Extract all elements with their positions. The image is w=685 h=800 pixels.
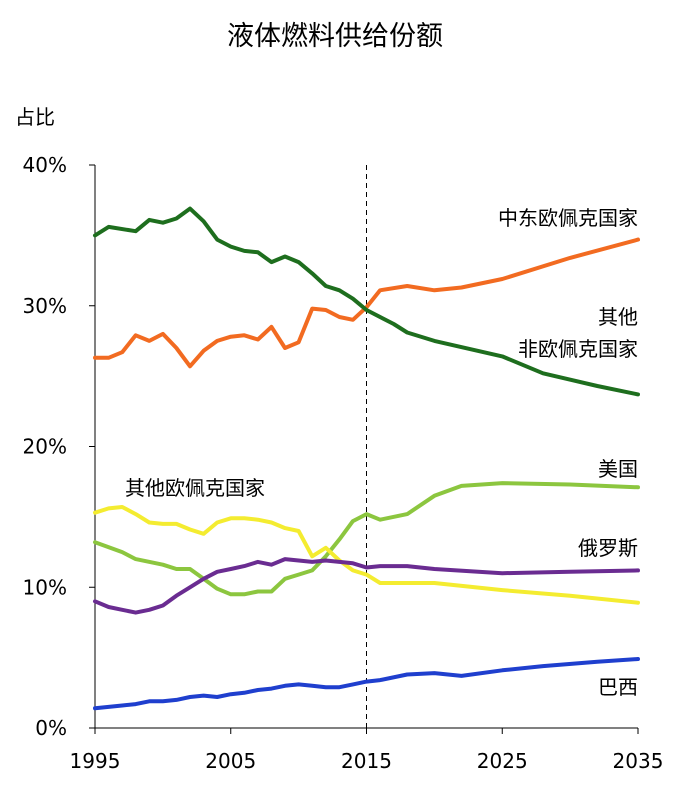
series-line-4 [93, 557, 640, 615]
series-label-3: 其他欧佩克国家 [125, 476, 265, 500]
y-tick-label: 10% [23, 575, 67, 599]
chart-title: 液体燃料供给份额 [227, 21, 443, 52]
y-tick-label: 30% [23, 294, 67, 318]
series-label-1: 其他 [598, 305, 638, 329]
series-line-0 [93, 237, 640, 369]
y-tick-label: 20% [23, 435, 67, 459]
series-line-5 [93, 657, 640, 711]
x-tick-label: 2025 [477, 749, 528, 773]
series-label-1: 非欧佩克国家 [518, 337, 638, 361]
x-tick-label: 2005 [205, 749, 256, 773]
series-line-1 [93, 206, 640, 397]
y-tick-label: 0% [35, 716, 67, 740]
x-tick-label: 1995 [70, 749, 121, 773]
series-label-5: 巴西 [598, 675, 638, 699]
series-label-0: 中东欧佩克国家 [498, 206, 638, 230]
x-tick-label: 2035 [613, 749, 664, 773]
x-tick-label: 2015 [341, 749, 392, 773]
series-label-4: 俄罗斯 [578, 536, 638, 560]
y-tick-label: 40% [23, 153, 67, 177]
plot-area: 0% 10% 20% 30% 40% 1995 2005 2015 2025 2035 中东欧佩克国… [23, 153, 664, 773]
y-axis-label: 占比 [15, 105, 55, 129]
series-label-2: 美国 [598, 457, 638, 481]
series-line-3 [93, 505, 640, 605]
series-line-2 [93, 481, 640, 597]
